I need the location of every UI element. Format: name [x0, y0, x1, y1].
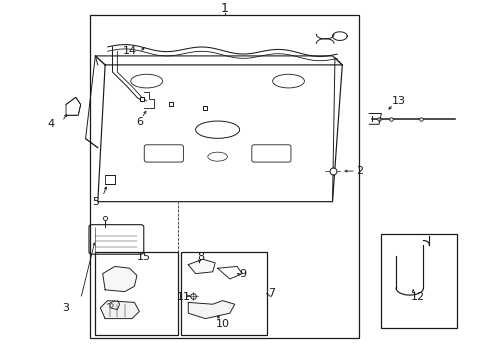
Text: 9: 9 — [239, 269, 246, 279]
Text: 2: 2 — [355, 166, 362, 176]
Text: 3: 3 — [62, 303, 69, 313]
Bar — [95, 252, 178, 335]
Text: 14: 14 — [122, 46, 136, 56]
Polygon shape — [105, 175, 115, 184]
Text: 4: 4 — [48, 119, 55, 129]
Polygon shape — [102, 266, 137, 292]
Text: 12: 12 — [410, 292, 424, 302]
Text: 13: 13 — [391, 96, 405, 106]
Bar — [181, 252, 266, 335]
Polygon shape — [100, 301, 139, 319]
Polygon shape — [66, 97, 81, 115]
Polygon shape — [188, 259, 215, 274]
Text: 6: 6 — [136, 117, 142, 127]
Text: 11: 11 — [176, 292, 190, 302]
Text: 5: 5 — [92, 197, 99, 207]
Polygon shape — [188, 301, 234, 319]
Text: 7: 7 — [267, 288, 274, 298]
Bar — [90, 14, 359, 338]
Text: 8: 8 — [197, 252, 203, 262]
Text: 10: 10 — [215, 319, 229, 329]
Text: 1: 1 — [221, 2, 228, 15]
Bar — [381, 234, 456, 328]
Text: 15: 15 — [137, 252, 151, 262]
